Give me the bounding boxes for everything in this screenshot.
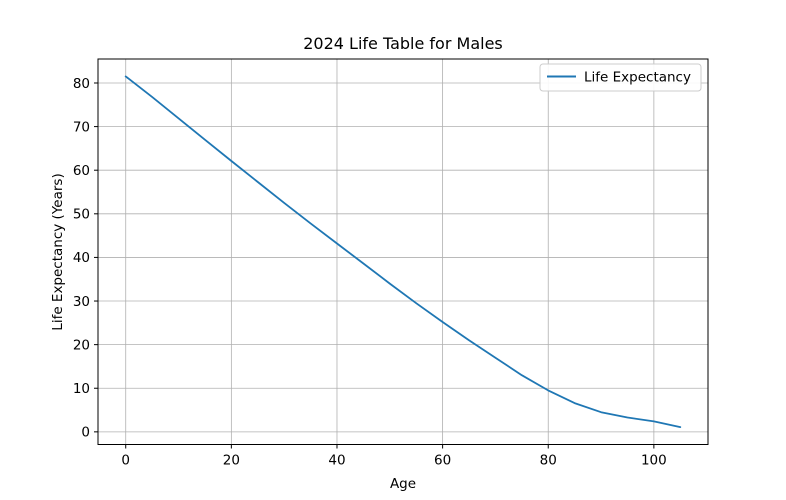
x-axis-label: Age — [390, 476, 416, 492]
x-tick-label: 60 — [434, 453, 451, 469]
x-tick-label: 20 — [223, 453, 240, 469]
grid-layer — [98, 59, 708, 445]
y-tick-label: 80 — [73, 76, 90, 92]
y-tick-label: 20 — [73, 337, 90, 353]
y-tick-label: 40 — [73, 250, 90, 266]
x-tick-label: 80 — [540, 453, 557, 469]
y-tick-label: 50 — [73, 207, 90, 223]
y-axis-label: Life Expectancy (Years) — [50, 173, 66, 330]
legend-box — [539, 63, 702, 92]
y-tick-label: 70 — [73, 119, 90, 135]
chart-title: 2024 Life Table for Males — [303, 34, 503, 53]
y-tick-label: 60 — [73, 163, 90, 179]
life-expectancy-line — [124, 75, 682, 428]
tick-layer: 0 20 40 60 80 100 0 10 20 30 40 50 60 70 80 — [73, 76, 667, 469]
x-tick-label: 100 — [641, 453, 667, 469]
legend: Life Expectancy — [539, 63, 702, 92]
y-tick-label: 10 — [73, 381, 90, 397]
legend-entry-label: Life Expectancy — [584, 70, 691, 86]
y-tick-label: 30 — [73, 294, 90, 310]
x-tick-label: 40 — [328, 453, 345, 469]
y-tick-label: 0 — [81, 425, 90, 441]
x-tick-label: 0 — [121, 453, 130, 469]
plot-frame — [97, 58, 709, 445]
